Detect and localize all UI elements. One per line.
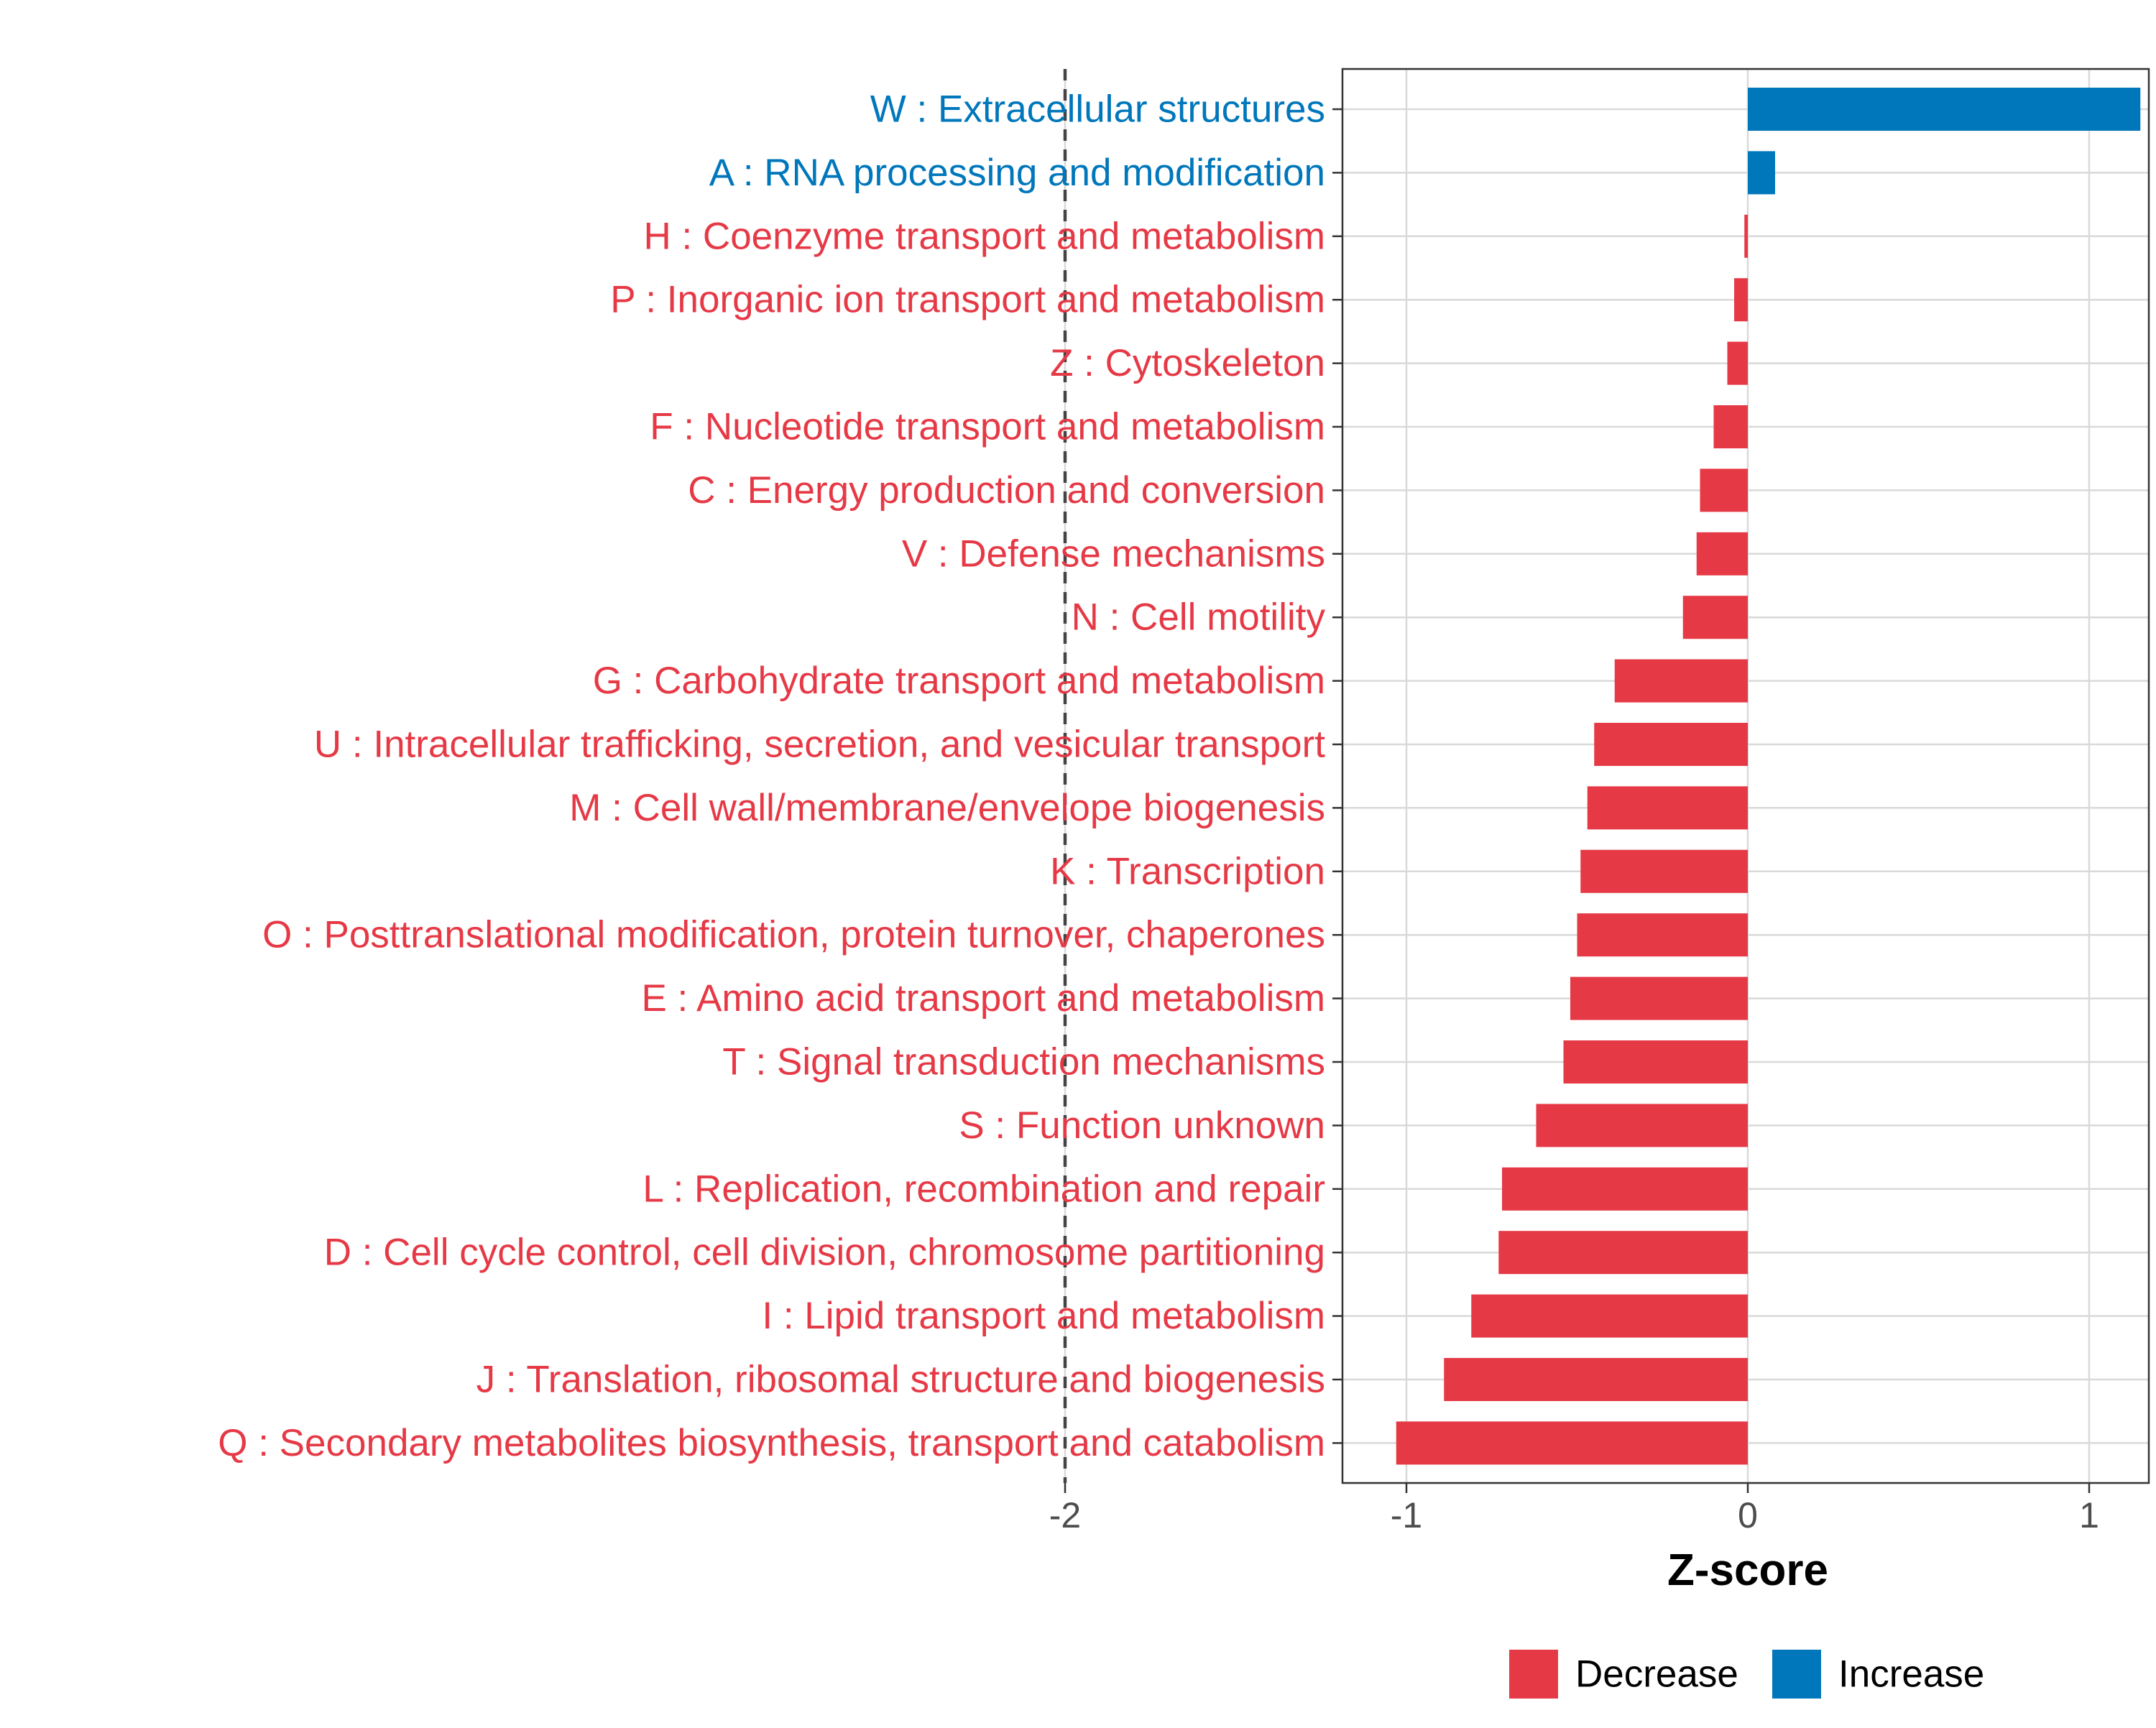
category-label-n: N : Cell motility <box>1072 596 1326 639</box>
category-label-g: G : Carbohydrate transport and metabolis… <box>593 660 1325 702</box>
x-tick-label: 1 <box>2079 1495 2099 1535</box>
bar-n <box>1682 596 1748 639</box>
bar-v <box>1696 532 1748 576</box>
category-label-z: Z : Cytoskeleton <box>1050 342 1325 384</box>
bar-i <box>1471 1294 1748 1338</box>
category-label-d: D : Cell cycle control, cell division, c… <box>324 1232 1325 1274</box>
category-label-u: U : Intracellular trafficking, secretion… <box>314 724 1325 766</box>
category-label-c: C : Energy production and conversion <box>688 469 1325 512</box>
bar-c <box>1700 468 1748 512</box>
bar-z <box>1727 341 1748 385</box>
category-label-e: E : Amino acid transport and metabolism <box>641 977 1325 1020</box>
bar-l <box>1502 1167 1748 1211</box>
category-label-q: Q : Secondary metabolites biosynthesis, … <box>218 1422 1325 1464</box>
bar-f <box>1713 405 1748 448</box>
category-label-k: K : Transcription <box>1050 850 1325 892</box>
bar-a <box>1748 151 1775 195</box>
bar-w <box>1748 88 2141 131</box>
bar-g <box>1614 659 1748 703</box>
legend-swatch-increase <box>1772 1650 1821 1699</box>
category-label-p: P : Inorganic ion transport and metaboli… <box>610 279 1325 321</box>
x-tick-label: 0 <box>1738 1495 1758 1535</box>
category-label-w: W : Extracellular structures <box>870 88 1325 131</box>
bar-t <box>1563 1040 1748 1084</box>
legend: Decrease Increase <box>1509 1650 1984 1699</box>
bar-j <box>1444 1358 1748 1401</box>
bar-u <box>1594 723 1748 766</box>
plot-panel-border <box>1341 68 2150 1484</box>
category-label-j: J : Translation, ribosomal structure and… <box>476 1359 1325 1401</box>
category-label-h: H : Coenzyme transport and metabolism <box>643 215 1325 257</box>
bar-d <box>1498 1231 1748 1275</box>
legend-label-increase: Increase <box>1838 1653 1984 1696</box>
bar-e <box>1570 976 1748 1020</box>
category-label-s: S : Function unknown <box>959 1104 1325 1147</box>
legend-swatch-decrease <box>1509 1650 1558 1699</box>
category-label-a: A : RNA processing and modification <box>709 152 1325 194</box>
x-axis-ticks: -2-1012 <box>1049 1483 2099 1535</box>
x-axis-title: Z-score <box>1667 1546 1828 1595</box>
x-tick-label: -1 <box>1391 1495 1422 1535</box>
bar-k <box>1580 849 1748 893</box>
bar-p <box>1734 278 1748 322</box>
category-label-i: I : Lipid transport and metabolism <box>762 1295 1325 1337</box>
y-axis-ticks <box>1332 108 1342 1444</box>
legend-label-decrease: Decrease <box>1575 1653 1738 1696</box>
category-label-l: L : Replication, recombination and repai… <box>642 1168 1325 1210</box>
reference-lines <box>1063 69 1067 1483</box>
bar-s <box>1536 1104 1748 1147</box>
bar-h <box>1744 214 1748 258</box>
category-label-o: O : Posttranslational modification, prot… <box>262 914 1325 956</box>
category-label-m: M : Cell wall/membrane/envelope biogenes… <box>569 787 1325 829</box>
bar-o <box>1577 913 1748 957</box>
bars <box>1396 88 2141 1465</box>
category-label-t: T : Signal transduction mechanisms <box>722 1041 1325 1084</box>
y-axis-category-labels: W : Extracellular structures A : RNA proc… <box>218 88 1325 1464</box>
bar-q <box>1396 1421 1748 1465</box>
category-label-v: V : Defense mechanisms <box>902 532 1325 575</box>
x-tick-label: -2 <box>1049 1495 1081 1535</box>
category-label-f: F : Nucleotide transport and metabolism <box>650 406 1325 448</box>
bar-m <box>1587 786 1748 830</box>
